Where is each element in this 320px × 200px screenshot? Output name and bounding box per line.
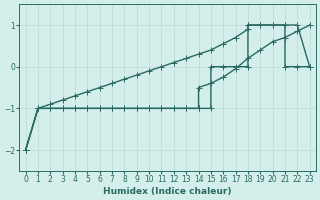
X-axis label: Humidex (Indice chaleur): Humidex (Indice chaleur): [103, 187, 232, 196]
